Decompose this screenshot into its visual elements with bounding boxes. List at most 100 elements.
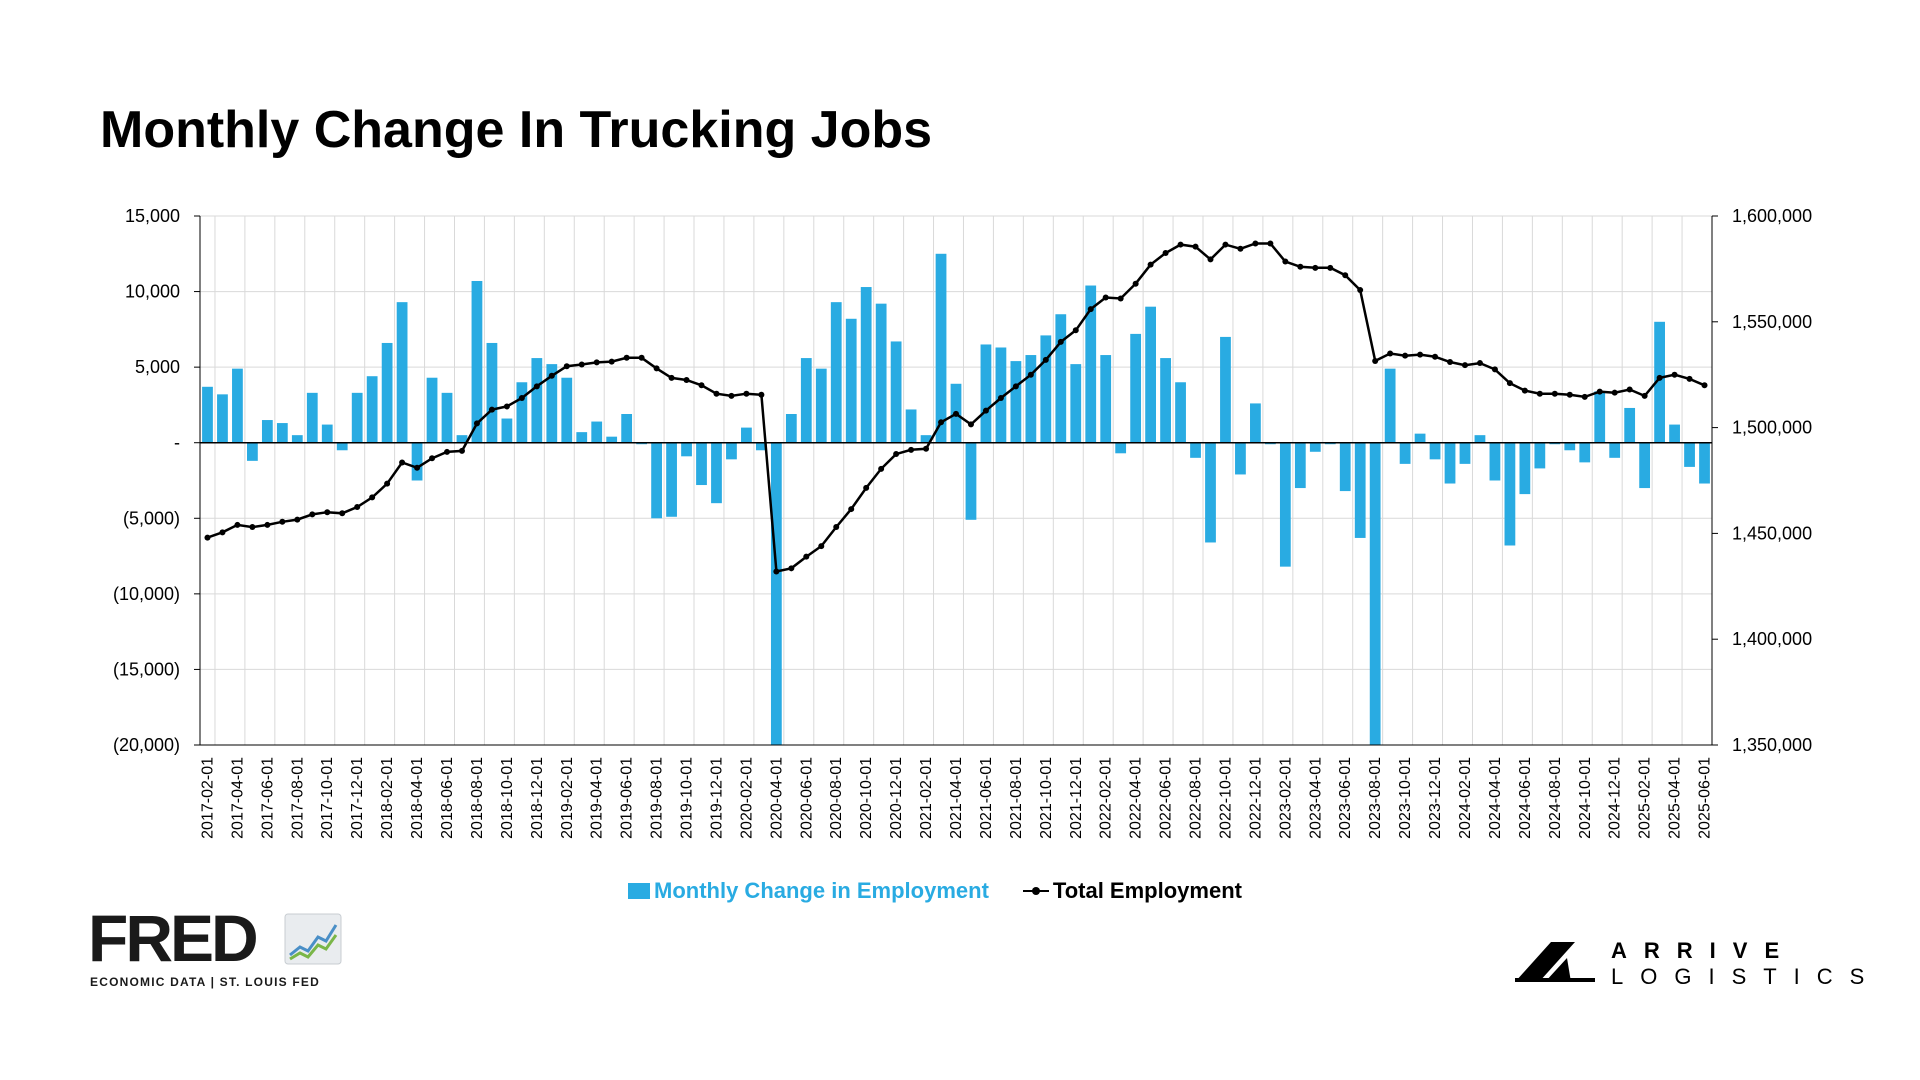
bar — [561, 377, 573, 443]
bar — [606, 436, 618, 443]
bar — [1564, 442, 1576, 451]
bar — [980, 344, 992, 443]
bar — [1040, 335, 1052, 443]
bar — [845, 318, 857, 443]
line-point — [1012, 383, 1019, 390]
x-tick-label: 2018-10-01 — [499, 757, 516, 839]
bar — [351, 392, 363, 443]
line-point — [788, 565, 795, 572]
line-point — [384, 480, 391, 487]
x-tick-label: 2018-08-01 — [469, 757, 486, 839]
bar — [531, 358, 543, 443]
line-point — [339, 510, 346, 517]
line-point — [908, 446, 915, 453]
bar — [306, 392, 318, 443]
line-point — [1476, 360, 1483, 367]
line-point — [1402, 352, 1409, 359]
bar — [1324, 442, 1336, 445]
bar — [1070, 364, 1082, 443]
line-series — [204, 240, 1708, 575]
y-right-tick-label: 1,500,000 — [1732, 418, 1812, 438]
line-point — [848, 506, 855, 513]
bar — [1175, 382, 1186, 443]
line-point — [1192, 243, 1199, 250]
bar — [1145, 306, 1157, 443]
line-point — [548, 372, 555, 379]
line-point — [953, 410, 959, 417]
y-left-tick-label: 5,000 — [135, 357, 180, 377]
x-tick-label: 2024-04-01 — [1487, 757, 1504, 839]
line-point — [608, 358, 615, 365]
x-tick-label: 2022-02-01 — [1098, 757, 1115, 839]
bar — [1579, 442, 1591, 463]
legend-line-swatch — [1022, 883, 1049, 899]
x-tick-label: 2022-10-01 — [1217, 757, 1234, 839]
bar — [1429, 442, 1441, 460]
bar — [441, 392, 453, 443]
line-point — [1566, 391, 1573, 398]
x-tick-label: 2017-12-01 — [349, 757, 366, 839]
x-tick-label: 2021-08-01 — [1008, 757, 1025, 839]
x-tick-label: 2018-04-01 — [409, 757, 426, 839]
line-point — [743, 390, 750, 397]
bar — [651, 442, 662, 519]
bar — [726, 442, 737, 460]
line-point — [1087, 306, 1094, 313]
bar — [621, 413, 633, 443]
bar — [336, 442, 348, 451]
bar — [1055, 314, 1067, 443]
bar — [1220, 336, 1231, 443]
line-point — [1327, 264, 1334, 271]
bar — [1474, 435, 1486, 443]
x-tick-label: 2019-02-01 — [559, 757, 576, 839]
line-point — [1312, 264, 1319, 271]
bar — [696, 442, 707, 486]
bar — [1519, 442, 1531, 495]
bar — [1459, 442, 1471, 464]
line-point — [324, 509, 331, 516]
line-point — [982, 407, 989, 414]
x-tick-label: 2019-12-01 — [708, 757, 725, 839]
bar — [276, 423, 288, 443]
bar — [1639, 442, 1651, 489]
line-point — [1506, 380, 1513, 387]
line-point — [1536, 390, 1543, 397]
line-point — [1432, 353, 1439, 360]
line-point — [458, 447, 465, 454]
x-tick-label: 2024-06-01 — [1517, 757, 1534, 839]
line-point — [773, 568, 780, 575]
line-point — [878, 465, 885, 472]
bar-series — [202, 253, 1710, 745]
line-point — [1461, 362, 1468, 369]
arrive-word: ARRIVE — [1611, 938, 1797, 963]
line-point — [503, 403, 510, 410]
line-point — [204, 534, 211, 541]
line-point — [1447, 359, 1454, 366]
bar — [321, 424, 333, 443]
bar — [232, 368, 243, 443]
line-point — [758, 391, 765, 398]
y-left-tick-label: (5,000) — [123, 508, 180, 528]
bar — [860, 287, 872, 443]
bar — [1414, 433, 1426, 443]
legend: Monthly Change in Employment Total Emplo… — [628, 878, 1242, 904]
x-tick-label: 2025-04-01 — [1667, 757, 1684, 839]
line-point — [713, 390, 720, 397]
bar — [1444, 442, 1456, 484]
x-tick-label: 2023-10-01 — [1397, 757, 1414, 839]
line-point — [563, 363, 570, 370]
bar — [1115, 442, 1127, 454]
x-tick-label: 2024-10-01 — [1577, 757, 1594, 839]
legend-line-label: Total Employment — [1052, 878, 1242, 903]
line-point — [1521, 387, 1528, 394]
x-tick-label: 2022-04-01 — [1128, 757, 1145, 839]
bar — [1339, 442, 1351, 492]
x-tick-label: 2017-10-01 — [319, 757, 336, 839]
x-tick-label: 2023-12-01 — [1427, 757, 1444, 839]
line-point — [1686, 375, 1693, 382]
x-tick-label: 2025-02-01 — [1637, 757, 1654, 839]
bar — [261, 420, 273, 443]
bar — [1160, 358, 1171, 443]
line-point — [1641, 392, 1648, 399]
bar — [965, 442, 977, 520]
